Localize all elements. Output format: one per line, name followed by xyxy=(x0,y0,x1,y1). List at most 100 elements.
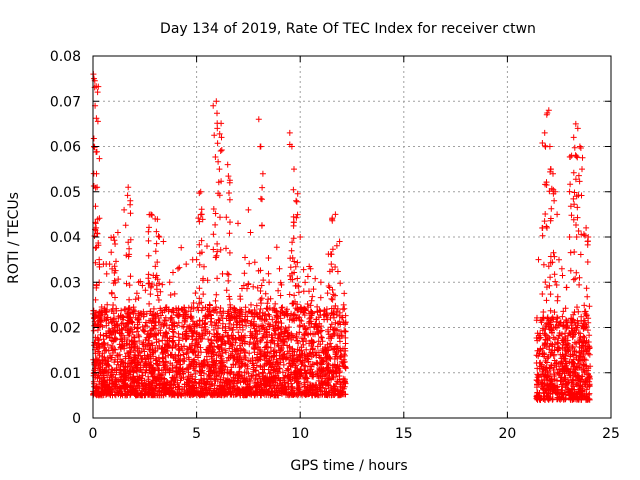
data-point-plus xyxy=(340,306,346,313)
data-point-plus xyxy=(200,275,207,282)
data-point-plus xyxy=(285,377,292,384)
data-point-plus xyxy=(127,197,134,204)
data-point-plus xyxy=(146,280,153,287)
data-point-plus xyxy=(546,143,553,150)
data-point-plus xyxy=(584,346,591,353)
data-point-plus xyxy=(180,371,187,377)
data-point-plus xyxy=(208,353,215,360)
data-point-plus xyxy=(269,388,276,395)
data-point-plus xyxy=(331,356,338,362)
data-point-plus xyxy=(96,344,103,351)
data-point-plus xyxy=(213,337,220,344)
data-point-plus xyxy=(215,158,222,165)
data-point-plus xyxy=(327,385,334,392)
data-point-plus xyxy=(577,379,584,385)
data-point-plus xyxy=(291,317,298,324)
data-point-plus xyxy=(564,348,571,355)
data-point-plus xyxy=(96,352,103,359)
data-point-plus xyxy=(130,386,137,392)
data-point-plus xyxy=(213,373,220,380)
data-point-plus xyxy=(106,261,113,268)
data-point-plus xyxy=(279,369,286,376)
data-point-plus xyxy=(277,310,284,317)
data-point-plus xyxy=(330,346,337,353)
data-point-plus xyxy=(584,259,591,265)
data-point-plus xyxy=(260,330,267,337)
data-point-plus xyxy=(178,375,185,382)
data-point-plus xyxy=(216,130,223,137)
data-point-plus xyxy=(288,247,295,254)
data-point-plus xyxy=(112,241,119,247)
x-tick-label: 20 xyxy=(498,426,516,442)
data-point-plus xyxy=(109,325,116,332)
x-axis-label: GPS time / hours xyxy=(290,458,407,474)
data-point-plus xyxy=(277,292,284,299)
data-point-plus xyxy=(547,307,554,314)
data-point-plus xyxy=(535,378,542,385)
data-point-plus xyxy=(575,373,582,380)
data-point-plus xyxy=(92,339,99,346)
data-point-plus xyxy=(206,363,213,370)
data-point-plus xyxy=(131,324,138,331)
data-point-plus xyxy=(544,355,551,362)
data-point-plus xyxy=(242,254,248,261)
data-point-plus xyxy=(170,339,177,346)
data-point-plus xyxy=(550,170,556,177)
data-point-plus xyxy=(342,334,349,341)
y-tick-label: 0.01 xyxy=(50,366,81,382)
data-point-plus xyxy=(139,341,146,348)
data-point-plus xyxy=(173,364,180,371)
data-point-plus xyxy=(148,211,154,218)
data-point-plus xyxy=(540,309,547,315)
data-point-plus xyxy=(271,347,278,354)
data-point-plus xyxy=(232,315,239,322)
data-point-plus xyxy=(246,341,253,348)
data-point-plus xyxy=(548,185,555,192)
data-point-plus xyxy=(294,392,301,399)
data-point-plus xyxy=(251,391,258,398)
data-point-plus xyxy=(293,371,299,377)
data-point-plus xyxy=(554,315,561,322)
data-point-plus xyxy=(586,378,593,385)
data-point-plus xyxy=(576,178,583,185)
data-point-plus xyxy=(108,372,115,379)
data-point-plus xyxy=(242,309,249,316)
data-point-plus xyxy=(198,206,205,213)
data-point-plus xyxy=(307,314,314,321)
data-point-plus xyxy=(93,224,100,231)
data-point-plus xyxy=(327,314,334,321)
data-point-plus xyxy=(577,145,584,151)
x-tick-label: 0 xyxy=(89,426,98,442)
y-tick-label: 0.05 xyxy=(50,185,81,201)
data-point-plus xyxy=(314,392,321,399)
data-point-plus xyxy=(176,357,183,364)
data-point-plus xyxy=(204,359,211,365)
data-point-plus xyxy=(214,370,221,376)
data-point-plus xyxy=(216,317,222,324)
data-point-plus xyxy=(278,345,285,351)
data-point-plus xyxy=(213,291,220,298)
data-point-plus xyxy=(181,387,188,393)
data-point-plus xyxy=(301,306,308,313)
data-point-plus xyxy=(535,256,542,263)
data-point-plus xyxy=(290,334,297,341)
data-point-plus xyxy=(262,361,268,368)
data-point-plus xyxy=(183,261,190,268)
data-point-plus xyxy=(95,340,102,347)
data-point-plus xyxy=(211,357,218,364)
data-point-plus xyxy=(259,196,265,203)
data-point-plus xyxy=(582,377,589,384)
data-point-plus xyxy=(574,322,581,329)
data-point-plus xyxy=(545,107,552,114)
data-point-plus xyxy=(222,377,229,384)
data-point-plus xyxy=(313,359,320,366)
data-point-plus xyxy=(286,291,293,298)
data-point-plus xyxy=(145,354,152,361)
data-point-plus xyxy=(304,375,311,382)
data-point-plus xyxy=(140,308,147,315)
data-point-plus xyxy=(217,352,224,359)
data-point-plus xyxy=(177,361,184,368)
data-point-plus xyxy=(265,311,272,318)
data-point-plus xyxy=(534,396,541,403)
data-point-plus xyxy=(263,344,270,351)
